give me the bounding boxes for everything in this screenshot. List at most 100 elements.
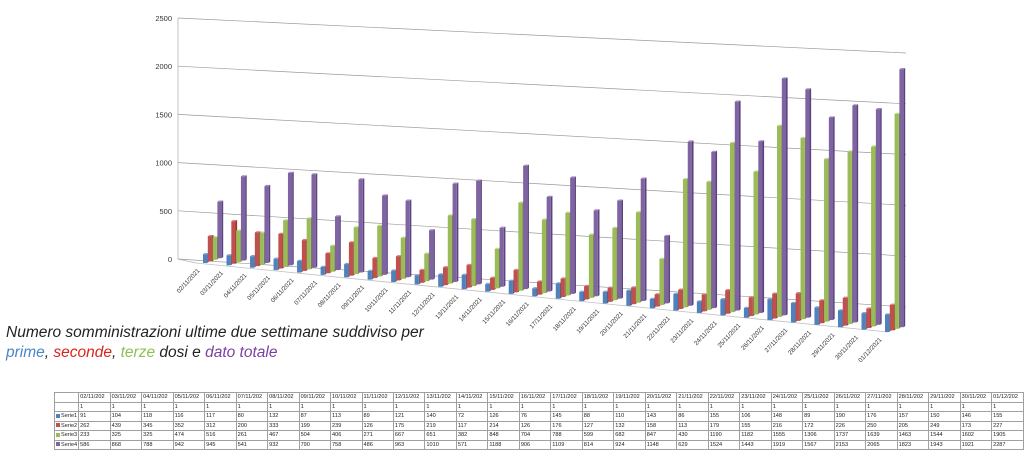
- table-cell: 325: [141, 430, 174, 441]
- table-cell: 667: [392, 430, 426, 441]
- table-cell: 175: [392, 420, 426, 431]
- bar-top: [217, 200, 224, 202]
- bar-top: [264, 184, 271, 187]
- bar-top: [447, 214, 454, 216]
- table-header-cell: 14/11/202: [455, 392, 489, 403]
- table-cell: 106: [739, 411, 772, 422]
- bar: [203, 254, 208, 263]
- bar: [452, 183, 457, 282]
- bar-top: [461, 273, 468, 275]
- table-header-year-cell: 1: [172, 401, 206, 412]
- bar-top: [588, 233, 595, 235]
- bar: [508, 280, 513, 294]
- bar: [273, 258, 278, 271]
- bar-top: [659, 257, 666, 259]
- bar-side: [621, 199, 623, 299]
- bar: [212, 237, 217, 260]
- bar-side: [362, 178, 365, 273]
- bar-top: [758, 140, 765, 142]
- table-header-year-cell: 1: [959, 401, 993, 412]
- bar: [729, 142, 735, 313]
- bar: [541, 219, 547, 294]
- table-header-year-cell: 1: [770, 401, 804, 412]
- category-group: [344, 178, 365, 278]
- table-cell: 173: [959, 420, 993, 431]
- bar: [777, 125, 782, 317]
- table-header-cell: 02/11/202: [78, 392, 111, 403]
- bar: [635, 212, 641, 303]
- table-cell: 155: [739, 420, 772, 431]
- table-header-year-cell: 1: [613, 401, 646, 412]
- table-header-cell: 16/11/202: [518, 392, 552, 403]
- bar-top: [546, 195, 553, 197]
- bar-top: [607, 286, 614, 288]
- category-group: [461, 179, 482, 290]
- category-group: [696, 150, 718, 313]
- bar-top: [837, 309, 844, 311]
- table-cell: 132: [267, 411, 300, 422]
- bar-top: [283, 219, 289, 221]
- data-table: 02/11/202 03/11/202 04/11/202 05/11/202 06/1…: [53, 392, 1024, 450]
- table-header-year-cell: 1: [581, 401, 615, 412]
- bar: [824, 159, 829, 322]
- bar-top: [353, 226, 360, 228]
- bar: [866, 308, 871, 329]
- bar-top: [565, 211, 572, 213]
- bar-top: [673, 292, 680, 294]
- caption-line-1: Numero somministrazioni ultime due setti…: [6, 324, 424, 341]
- table-cell: 239: [330, 420, 363, 431]
- bar: [570, 177, 575, 294]
- bar: [490, 277, 495, 290]
- bar-side: [315, 173, 318, 268]
- table-cell: 1555: [770, 430, 804, 441]
- bar: [226, 255, 231, 266]
- bar-top: [254, 231, 261, 233]
- x-tick-label: 17/11/2021: [528, 303, 554, 330]
- bar-top: [395, 255, 402, 257]
- bar: [301, 240, 307, 271]
- bar-side: [339, 215, 341, 271]
- x-tick-label: 04/11/2021: [223, 272, 249, 299]
- bar-top: [250, 255, 256, 257]
- bar: [743, 307, 749, 318]
- bar: [734, 101, 739, 311]
- category-group: [438, 182, 459, 287]
- table-header-cell: 18/11/202: [581, 392, 615, 403]
- table-cell: 146: [959, 411, 993, 422]
- bar-side: [668, 234, 671, 304]
- category-group: [414, 229, 435, 285]
- bar: [701, 294, 706, 312]
- table-cell: 126: [518, 420, 552, 431]
- bar: [395, 256, 401, 281]
- bar-top: [678, 288, 684, 290]
- category-group: [885, 68, 906, 332]
- bar-top: [861, 312, 868, 314]
- category-group: [203, 200, 224, 263]
- category-group: [508, 164, 529, 294]
- bar: [565, 212, 570, 296]
- bar-top: [334, 215, 341, 217]
- bar-top: [790, 301, 797, 304]
- bar-top: [207, 234, 214, 237]
- bar: [466, 265, 471, 288]
- table-cell: 467: [267, 430, 300, 441]
- table-cell: 145: [550, 411, 583, 422]
- bar: [537, 281, 542, 295]
- table-corner: [53, 392, 80, 403]
- bar: [330, 245, 335, 272]
- category-group: [767, 77, 788, 321]
- x-tick-label: 10/11/2021: [364, 286, 390, 313]
- bar: [758, 141, 763, 313]
- bar-top: [513, 268, 520, 271]
- bar: [673, 293, 678, 311]
- table-corner: [53, 401, 80, 412]
- table-cell: 249: [928, 420, 961, 431]
- bar: [476, 180, 481, 285]
- category-group: [250, 184, 271, 268]
- table-header-cell: 21/11/202: [676, 392, 709, 403]
- table-header-year-cell: 1: [204, 401, 237, 412]
- bar: [546, 196, 551, 292]
- table-cell: 333: [267, 420, 300, 431]
- table-cell: 1148: [644, 439, 678, 450]
- table-header-year-cell: 1: [78, 401, 111, 412]
